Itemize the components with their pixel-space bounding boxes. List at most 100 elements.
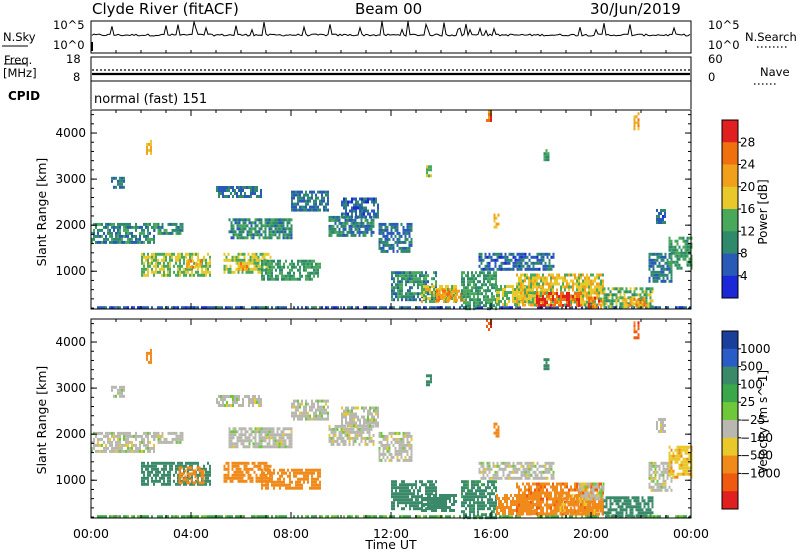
heatmap-cell <box>445 288 447 291</box>
heatmap-cell <box>235 261 238 265</box>
heatmap-cell <box>177 225 180 229</box>
heatmap-cell <box>602 297 604 301</box>
heatmap-cell <box>265 271 267 275</box>
heatmap-cell <box>479 306 481 310</box>
heatmap-cell <box>506 255 509 259</box>
heatmap-cell <box>540 288 542 292</box>
heatmap-cell <box>274 233 277 237</box>
heatmap-cell <box>558 304 560 307</box>
heatmap-cell <box>253 267 256 271</box>
heatmap-cell <box>652 279 655 283</box>
heatmap-cell <box>423 306 425 310</box>
heatmap-cell <box>582 294 584 298</box>
heatmap-cell <box>147 267 149 271</box>
heatmap-cell <box>485 301 487 305</box>
heatmap-cell <box>232 189 234 192</box>
heatmap-cell <box>95 431 97 435</box>
heatmap-cell <box>367 209 369 213</box>
heatmap-cell <box>550 282 552 286</box>
heatmap-cell <box>520 255 523 259</box>
heatmap-cell <box>545 158 548 162</box>
heatmap-cell <box>473 295 475 299</box>
heatmap-cell <box>279 262 281 266</box>
heatmap-cell <box>230 221 233 225</box>
nsky-strip-ticks <box>90 50 692 53</box>
heatmap-cell <box>370 439 373 443</box>
heatmap-cell <box>544 298 546 301</box>
heatmap-cell <box>576 276 578 280</box>
heatmap-cell <box>230 224 233 228</box>
heatmap-cell <box>269 274 271 278</box>
heatmap-cell <box>406 458 409 462</box>
heatmap-cell <box>421 283 423 287</box>
heatmap-cell <box>327 190 329 194</box>
heatmap-cell <box>354 224 357 228</box>
heatmap-cell <box>171 231 174 235</box>
heatmap-cell <box>117 388 119 392</box>
heatmap-cell <box>370 224 373 228</box>
heatmap-cell <box>313 417 315 421</box>
heatmap-cell <box>260 233 263 237</box>
heatmap-cell <box>139 434 141 438</box>
heatmap-cell <box>288 218 291 222</box>
heatmap-cell <box>486 261 489 265</box>
heatmap-cell <box>266 436 269 440</box>
heatmap-cell <box>255 261 258 265</box>
heatmap-cell <box>97 440 99 444</box>
heatmap-cell <box>289 274 291 278</box>
heatmap-cell <box>375 406 377 410</box>
heatmap-cell <box>372 230 375 234</box>
heatmap-cell <box>542 298 544 301</box>
heatmap-cell <box>393 483 395 487</box>
heatmap-cell <box>111 231 113 235</box>
heatmap-cell <box>307 271 309 275</box>
heatmap-cell <box>255 267 258 271</box>
heatmap-cell <box>109 231 111 235</box>
heatmap-cell <box>645 287 648 291</box>
heatmap-cell <box>157 467 159 471</box>
heatmap-cell <box>530 273 532 277</box>
heatmap-cell <box>276 230 279 234</box>
heatmap-cell <box>425 515 427 519</box>
heatmap-cell <box>107 434 109 438</box>
heatmap-cell <box>570 295 572 298</box>
heatmap-cell <box>299 480 301 484</box>
heatmap-cell <box>161 231 164 235</box>
heatmap-cell <box>153 464 155 468</box>
heatmap-cell <box>258 236 261 240</box>
heatmap-cell <box>373 415 375 419</box>
heatmap-cell <box>258 430 261 434</box>
heatmap-cell <box>285 486 287 490</box>
heatmap-cell <box>237 470 240 474</box>
heatmap-cell <box>184 478 187 482</box>
heatmap-cell <box>423 274 425 278</box>
heatmap-cell <box>408 249 411 253</box>
heatmap-cell <box>195 479 197 483</box>
heatmap-cell <box>404 237 407 241</box>
heatmap-cell <box>97 431 99 435</box>
heatmap-cell <box>330 224 333 228</box>
heatmap-cell <box>388 452 391 456</box>
heatmap-cell <box>297 468 299 472</box>
heatmap-cell <box>263 461 266 465</box>
heatmap-cell <box>645 302 648 306</box>
heatmap-cell <box>325 306 327 310</box>
heatmap-cell <box>361 197 363 201</box>
heatmap-cell <box>180 481 183 485</box>
heatmap-cell <box>258 445 261 449</box>
heatmap-cell <box>257 461 260 465</box>
heatmap-cell <box>496 294 498 297</box>
heatmap-cell <box>410 225 413 229</box>
heatmap-cell <box>260 189 262 192</box>
heatmap-cell <box>631 296 634 300</box>
heatmap-cell <box>501 306 503 310</box>
heatmap-cell <box>139 306 141 310</box>
heatmap-cell <box>600 288 602 292</box>
heatmap-cell <box>400 249 403 253</box>
heatmap-cell <box>137 515 139 519</box>
heatmap-cell <box>410 446 413 450</box>
heatmap-cell <box>169 264 171 268</box>
heatmap-cell <box>188 475 191 479</box>
heatmap-cell <box>259 306 261 310</box>
heatmap-cell <box>328 436 331 440</box>
